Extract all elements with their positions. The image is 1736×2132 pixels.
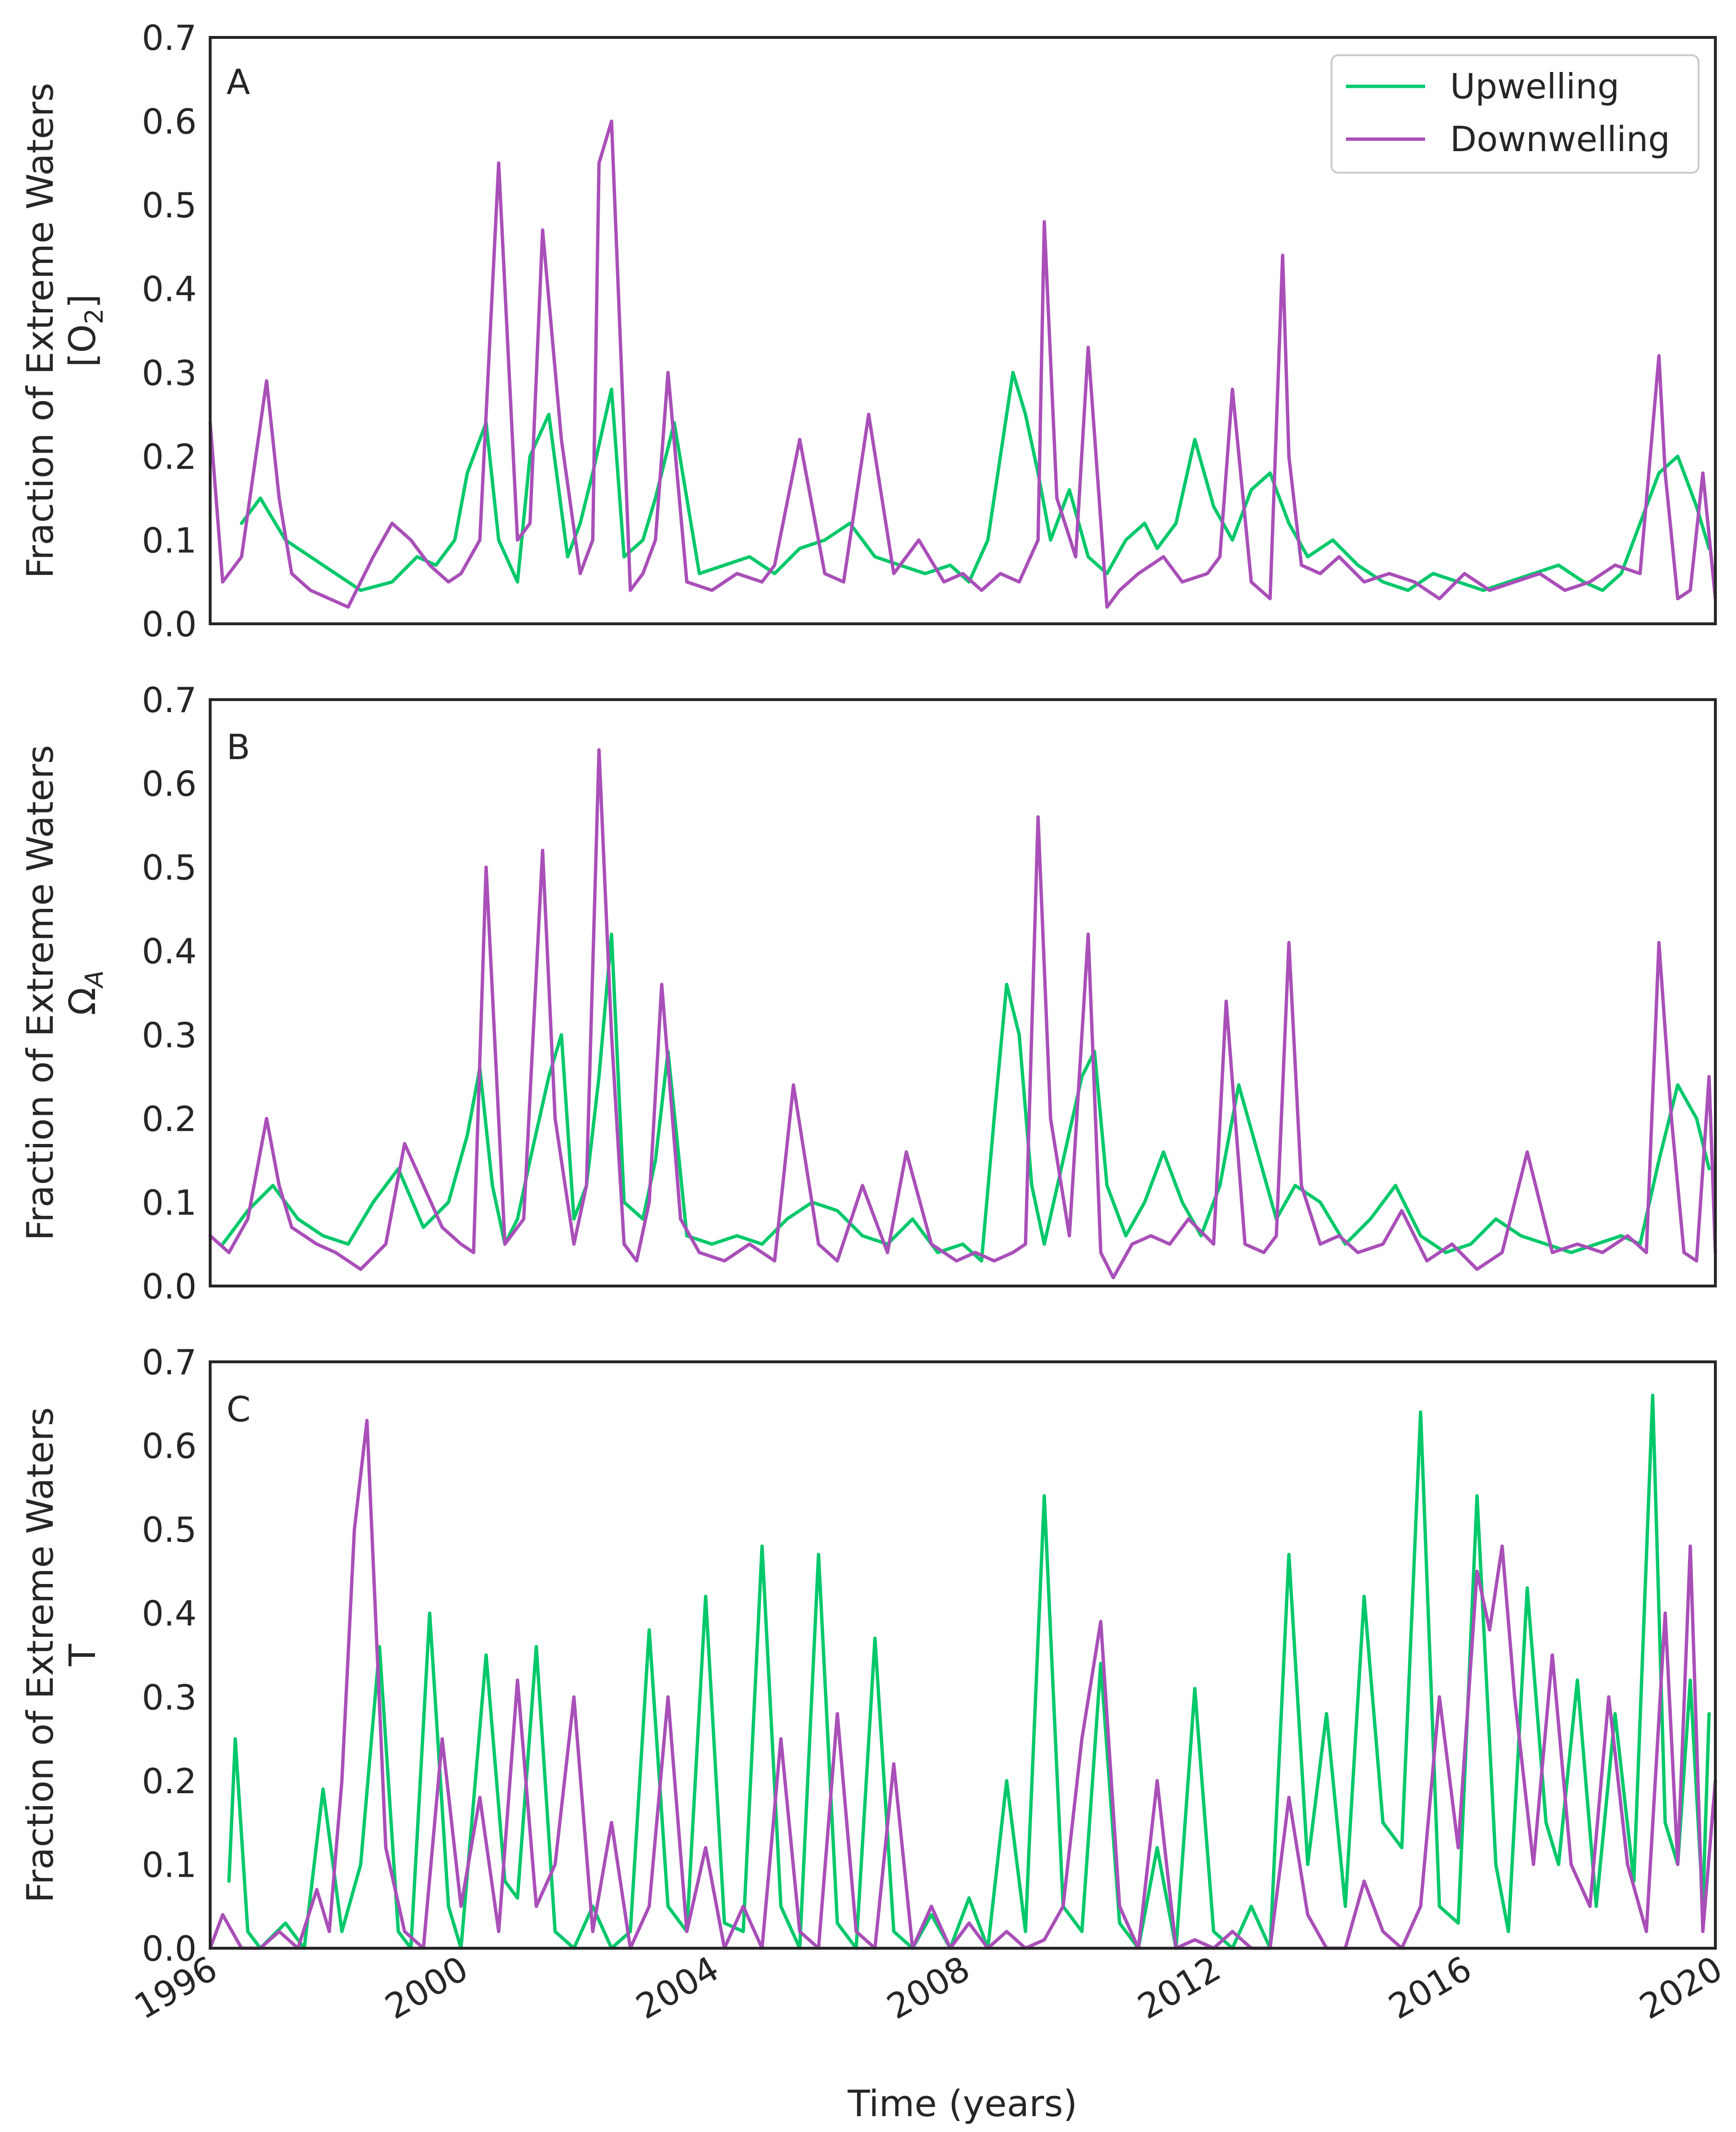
panel-c-downwelling-line bbox=[208, 1418, 1717, 1950]
panel-c-y-tick-label: 0.0 bbox=[142, 1929, 197, 1969]
panel-c-ylabel: Fraction of Extreme Waters bbox=[19, 1407, 61, 1903]
panel-c-upwelling-line bbox=[227, 1394, 1711, 1950]
panel-c-y-tick-label: 0.2 bbox=[142, 1761, 197, 1801]
panel-c-y-tick-label: 0.6 bbox=[142, 1426, 197, 1466]
panel-c-y-tick-label: 0.5 bbox=[142, 1510, 197, 1550]
legend-box bbox=[1331, 54, 1700, 174]
panel-a: 0.0 0.1 0.2 0.3 0.4 0.5 0.6 0.7 A Fraction of E… bbox=[19, 18, 1717, 644]
panel-a-ylabel: Fraction of Extreme Waters bbox=[19, 83, 61, 578]
panel-c-y-ticks: 0.0 0.1 0.2 0.3 0.4 0.5 0.6 0.7 bbox=[142, 1342, 197, 1969]
panel-b-y-tick-label: 0.1 bbox=[142, 1182, 197, 1223]
panel-a-y-tick-label: 0.1 bbox=[142, 520, 197, 560]
panel-b-y-tick-label: 0.7 bbox=[142, 680, 197, 720]
panel-a-series bbox=[208, 119, 1717, 609]
panel-b-y-tick-label: 0.4 bbox=[142, 931, 197, 972]
panel-c-letter: C bbox=[226, 1389, 250, 1429]
panel-c-ylabel-variable: T bbox=[61, 1644, 104, 1667]
panel-a-y-tick-label: 0.0 bbox=[142, 604, 197, 644]
panel-a-y-ticks: 0.0 0.1 0.2 0.3 0.4 0.5 0.6 0.7 bbox=[142, 18, 197, 644]
panel-c: 0.0 0.1 0.2 0.3 0.4 0.5 0.6 0.7 C Fraction of E… bbox=[19, 1342, 1717, 1969]
panel-c-y-tick-label: 0.4 bbox=[142, 1594, 197, 1634]
panel-a-y-tick-label: 0.2 bbox=[142, 437, 197, 477]
panel-b: 0.0 0.1 0.2 0.3 0.4 0.5 0.6 0.7 B Fraction of E… bbox=[19, 680, 1717, 1307]
panel-a-y-tick-label: 0.5 bbox=[142, 185, 197, 226]
panel-b-ylabel: Fraction of Extreme Waters bbox=[19, 745, 61, 1240]
panel-c-frame bbox=[209, 1360, 1717, 1950]
panel-a-letter: A bbox=[226, 62, 250, 102]
panel-b-ylabel-subscript: A bbox=[80, 970, 109, 989]
panel-a-ylabel-symbol: [O bbox=[61, 324, 104, 367]
panel-c-y-tick-label: 0.7 bbox=[142, 1342, 197, 1382]
panel-a-y-tick-label: 0.7 bbox=[142, 18, 197, 58]
panel-a-frame bbox=[209, 36, 1717, 625]
panel-b-y-tick-label: 0.6 bbox=[142, 764, 197, 804]
panel-b-ylabel-variable: ΩA bbox=[61, 970, 109, 1015]
legend: Upwelling Downwelling bbox=[1331, 54, 1700, 174]
panel-b-downwelling-line bbox=[208, 748, 1717, 1279]
panel-b-ylabel-symbol: Ω bbox=[61, 988, 104, 1015]
panel-a-ylabel-variable: [O2] bbox=[61, 294, 109, 367]
panel-c-series bbox=[208, 1394, 1717, 1950]
panel-a-y-tick-label: 0.4 bbox=[142, 269, 197, 310]
panel-a-ylabel-bracket: ] bbox=[61, 294, 104, 309]
legend-upwelling-label: Upwelling bbox=[1450, 66, 1619, 107]
panel-c-y-tick-label: 0.1 bbox=[142, 1845, 197, 1885]
panel-a-upwelling-line bbox=[239, 370, 1711, 592]
x-axis-label: Time (years) bbox=[847, 2082, 1078, 2125]
panel-b-y-tick-label: 0.0 bbox=[142, 1266, 197, 1307]
panel-a-downwelling-line bbox=[208, 119, 1717, 609]
panel-b-y-tick-label: 0.2 bbox=[142, 1099, 197, 1139]
panel-a-ylabel-subscript: 2 bbox=[80, 309, 109, 324]
panel-b-frame bbox=[209, 698, 1717, 1287]
panel-b-series bbox=[208, 748, 1717, 1279]
panel-b-y-tick-label: 0.3 bbox=[142, 1015, 197, 1055]
panel-b-y-ticks: 0.0 0.1 0.2 0.3 0.4 0.5 0.6 0.7 bbox=[142, 680, 197, 1307]
panel-a-y-tick-label: 0.6 bbox=[142, 102, 197, 142]
panel-c-y-tick-label: 0.3 bbox=[142, 1677, 197, 1717]
panel-b-y-tick-label: 0.5 bbox=[142, 847, 197, 888]
panel-b-letter: B bbox=[226, 727, 250, 767]
legend-downwelling-label: Downwelling bbox=[1450, 119, 1670, 159]
panel-a-y-tick-label: 0.3 bbox=[142, 353, 197, 393]
